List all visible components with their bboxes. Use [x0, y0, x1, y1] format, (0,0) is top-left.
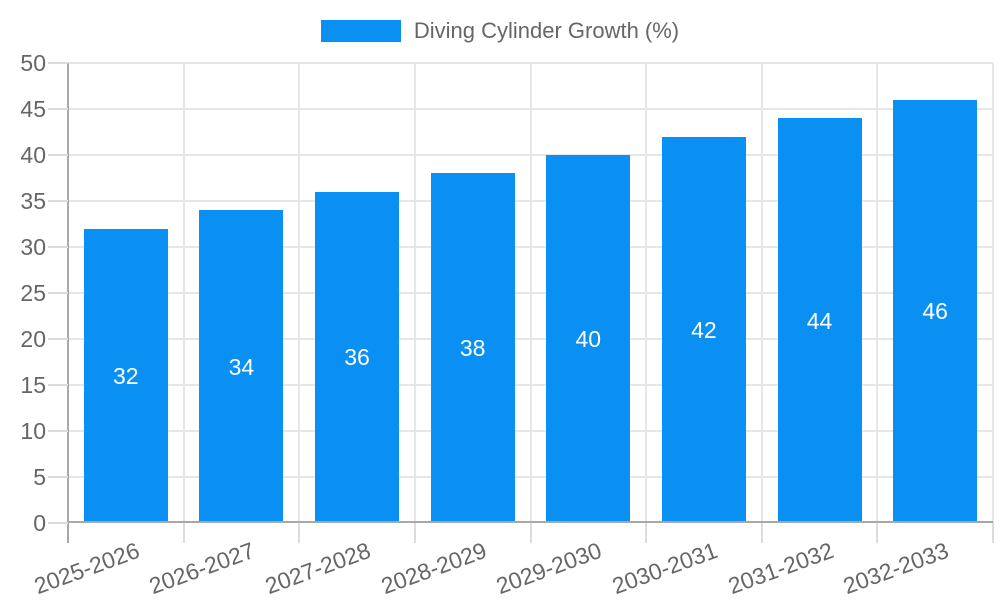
y-tick-mark — [48, 430, 68, 432]
bar-value-label: 44 — [806, 307, 833, 334]
bar-value-label: 38 — [459, 335, 486, 362]
gridline-vertical — [992, 63, 994, 523]
gridline-vertical — [413, 63, 416, 523]
legend-swatch — [320, 20, 401, 42]
x-tick-mark — [413, 523, 416, 543]
y-tick-label: 40 — [20, 142, 46, 168]
y-tick-label: 35 — [20, 188, 46, 214]
y-axis-line — [67, 63, 69, 543]
bar-value-label: 46 — [922, 298, 948, 325]
x-tick-mark — [876, 523, 879, 543]
y-tick-mark — [48, 476, 68, 478]
gridline-vertical — [760, 63, 763, 523]
bar[interactable]: 44 — [777, 118, 862, 523]
bar-value-label: 34 — [228, 353, 255, 380]
x-tick-mark — [298, 523, 301, 543]
y-tick-mark — [48, 200, 68, 202]
x-axis-line — [68, 521, 993, 523]
gridline-vertical — [645, 63, 648, 523]
bar-value-label: 40 — [575, 326, 602, 352]
gridline-vertical — [529, 63, 532, 523]
legend[interactable]: Diving Cylinder Growth (%) — [0, 16, 1000, 46]
x-tick-mark — [992, 523, 994, 543]
bar[interactable]: 38 — [430, 173, 515, 523]
x-tick-mark — [529, 523, 532, 543]
y-tick-mark — [48, 292, 68, 294]
y-tick-label: 5 — [33, 464, 46, 490]
y-tick-label: 0 — [33, 510, 46, 536]
legend-label: Diving Cylinder Growth (%) — [413, 18, 680, 43]
y-tick-label: 15 — [20, 372, 46, 398]
y-tick-mark — [48, 62, 68, 64]
y-tick-mark — [48, 522, 68, 524]
bar-value-label: 36 — [344, 344, 370, 371]
y-tick-label: 10 — [20, 418, 46, 444]
bar-value-label: 42 — [691, 316, 717, 343]
bar[interactable]: 40 — [546, 155, 631, 523]
y-tick-label: 30 — [20, 234, 46, 260]
x-tick-mark — [182, 523, 185, 543]
bar[interactable]: 36 — [315, 191, 400, 523]
bar[interactable]: 42 — [661, 136, 746, 523]
bar[interactable]: 46 — [893, 99, 978, 523]
plot-area: 32 34 36 38 40 42 44 46 — [68, 62, 994, 523]
gridline-vertical — [298, 63, 301, 523]
y-tick-mark — [48, 338, 68, 340]
y-tick-label: 20 — [20, 326, 46, 352]
gridline-vertical — [876, 63, 879, 523]
bar[interactable]: 32 — [83, 228, 168, 523]
y-tick-label: 25 — [20, 280, 46, 306]
y-tick-label: 50 — [20, 50, 46, 76]
x-tick-mark — [645, 523, 648, 543]
y-tick-mark — [48, 384, 68, 386]
x-tick-mark — [760, 523, 763, 543]
y-tick-mark — [48, 246, 68, 248]
y-tick-label: 45 — [20, 96, 46, 122]
y-tick-mark — [48, 108, 68, 110]
y-tick-mark — [48, 154, 68, 156]
bar[interactable]: 34 — [199, 210, 284, 523]
gridline-vertical — [182, 63, 185, 523]
bar-value-label: 32 — [113, 362, 139, 389]
